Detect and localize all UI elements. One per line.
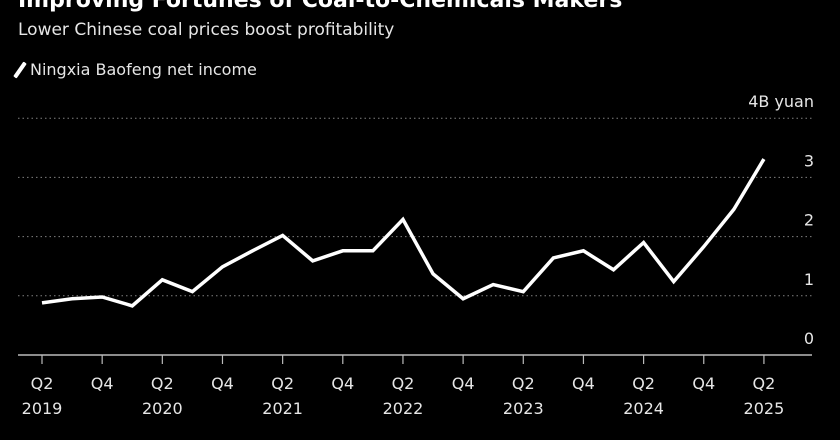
x-tick-label: Q4: [91, 374, 114, 393]
x-tick-year-label: 2025: [744, 399, 785, 418]
x-tick-year-label: 2019: [22, 399, 63, 418]
y-tick-label: 2: [804, 211, 814, 230]
x-tick-label: Q2: [753, 374, 776, 393]
series-line: [41, 158, 766, 308]
x-tick-label: Q2: [392, 374, 415, 393]
x-tick-label: Q2: [512, 374, 535, 393]
x-tick-label: Q4: [572, 374, 595, 393]
legend-label: Ningxia Baofeng net income: [30, 60, 257, 79]
x-tick-label: Q2: [632, 374, 655, 393]
chart-title: Improving Fortunes of Coal-to-Chemicals …: [18, 0, 623, 13]
legend: Ningxia Baofeng net income: [13, 60, 257, 79]
x-tick-label: Q2: [271, 374, 294, 393]
x-tick-label: Q4: [452, 374, 475, 393]
x-tick-year-label: 2024: [623, 399, 664, 418]
x-tick-label: Q2: [151, 374, 174, 393]
x-tick-year-label: 2022: [383, 399, 424, 418]
y-tick-label: 0: [804, 329, 814, 348]
x-tick-label: Q4: [692, 374, 715, 393]
x-tick-year-label: 2023: [503, 399, 544, 418]
y-tick-label: 1: [804, 270, 814, 289]
y-tick-label: 4B yuan: [748, 92, 814, 111]
x-tick-year-label: 2020: [142, 399, 183, 418]
chart-subtitle: Lower Chinese coal prices boost profitab…: [18, 20, 395, 40]
x-tick-label: Q2: [31, 374, 54, 393]
x-tick-label: Q4: [331, 374, 354, 393]
x-tick-year-label: 2021: [262, 399, 303, 418]
x-tick-label: Q4: [211, 374, 234, 393]
y-tick-label: 3: [804, 151, 814, 170]
